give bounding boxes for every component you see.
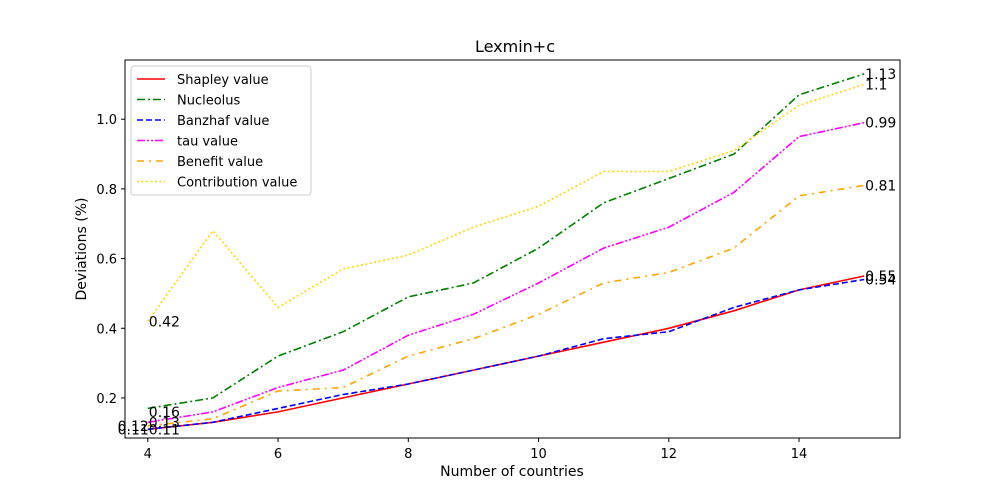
legend-label-3: tau value [177,135,238,150]
chart-title: Lexmin+c [475,37,555,56]
x-tick-label-1: 6 [274,447,282,462]
data-label-8: 0.13 [149,415,180,431]
x-tick-label-2: 8 [404,447,412,462]
legend-label-1: Nucleolus [177,94,241,109]
series-line-1 [147,73,865,410]
y-tick-label-4: 1.0 [96,113,117,128]
data-label-7: 0.12 [118,419,149,435]
data-label-11: 1.1 [865,77,887,93]
data-label-9: 0.81 [865,178,896,194]
data-label-10: 0.42 [149,314,180,330]
data-labels: 0.11 0.55 1.13 0.11 0.54 0.16 0.99 0.12 0.13 0.81… [118,67,897,438]
x-tick-label-3: 10 [530,447,547,462]
y-tick-label-0: 0.2 [96,392,117,407]
x-tick-label-5: 14 [791,447,808,462]
x-tick-label-4: 12 [661,447,678,462]
legend: Shapley value Nucleolus Banzhaf value tau v… [130,65,312,196]
series-line-3 [147,121,865,424]
legend-label-0: Shapley value [177,73,269,88]
series-line-2 [147,278,865,431]
data-label-3: 0.11 [149,422,180,438]
series-line-4 [147,184,865,427]
data-label-0: 0.11 [118,422,149,438]
legend-box [130,65,312,196]
axis-ticks: 4 6 8 10 12 14 0.2 0.4 0.6 0.8 1.0 [96,113,807,462]
legend-label-4: Benefit value [177,155,263,170]
x-axis-label: Number of countries [440,464,584,480]
y-axis-label: Deviations (%) [74,198,90,301]
axes-frame [124,59,901,439]
data-label-1: 0.55 [865,269,896,285]
data-label-4: 0.54 [865,272,896,288]
y-tick-label-1: 0.4 [96,322,117,337]
plot-area [147,73,865,431]
x-tick-label-0: 4 [144,447,152,462]
legend-label-5: Contribution value [177,176,297,191]
y-tick-label-3: 0.8 [96,183,117,198]
legend-label-2: Banzhaf value [177,114,269,129]
y-tick-label-2: 0.6 [96,253,117,268]
data-label-5: 0.16 [149,405,180,421]
data-label-2: 1.13 [865,67,896,83]
series-line-5 [147,83,865,322]
data-label-6: 0.99 [865,116,896,132]
